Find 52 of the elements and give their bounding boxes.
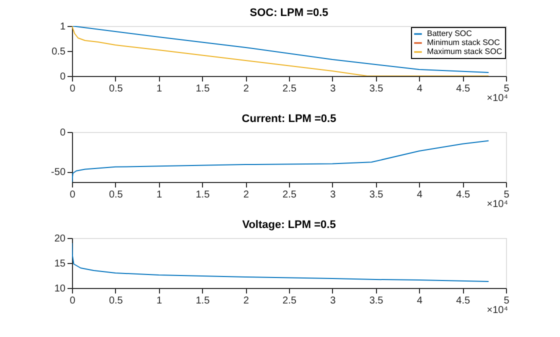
line-series — [72, 242, 490, 282]
chart-title: Current: LPM =0.5 — [242, 113, 336, 125]
x-tick-label: 2 — [243, 296, 250, 306]
chart-title: Voltage: LPM =0.5 — [242, 219, 336, 231]
legend-label: Battery SOC — [427, 29, 472, 38]
y-tick-label: 0 — [60, 128, 66, 138]
x-tick-label: 4.5 — [456, 84, 470, 94]
x-tick-label: 0.5 — [108, 84, 124, 94]
x-tick-label: 2.5 — [282, 190, 297, 200]
y-tick-label: -50 — [51, 167, 66, 178]
x-tick-label: 1.5 — [196, 296, 210, 306]
x-tick-label: 3.5 — [369, 84, 384, 94]
x-tick-label: 0 — [70, 296, 76, 306]
text: ×10⁴ — [486, 93, 508, 104]
x-tick-label: 2.5 — [282, 84, 297, 94]
chart-title: SOC: LPM =0.5 — [250, 7, 328, 19]
x-tick-label: 4 — [416, 84, 423, 94]
x-tick-label: 5 — [504, 84, 510, 94]
x-tick-label: 0.5 — [108, 296, 124, 306]
legend-label: Maximum stack SOC — [427, 47, 502, 56]
text: ×10⁴ — [486, 305, 508, 316]
x-tick-label: 1.5 — [196, 84, 210, 94]
x-tick-label: 3.5 — [369, 296, 384, 306]
y-tick-label: 10 — [54, 284, 66, 294]
x-tick-label: 1.5 — [196, 190, 210, 200]
x-tick-label: 3 — [330, 296, 336, 306]
y-tick-label: 0.5 — [52, 46, 66, 58]
x-tick-label: 4.5 — [456, 296, 470, 306]
text: ×10⁴ — [486, 199, 508, 210]
x-tick-label: 5 — [504, 190, 510, 200]
x-tick-label: 0 — [70, 190, 76, 200]
x-tick-label: 2 — [243, 84, 250, 94]
legend-label: Minimum stack SOC — [427, 38, 500, 47]
x-tick-label: 2.5 — [282, 296, 297, 306]
x-tick-label: 4.5 — [456, 190, 470, 200]
x-tick-label: 3 — [330, 84, 336, 94]
y-tick-label: 15 — [54, 258, 66, 270]
x-tick-label: 0.5 — [108, 190, 124, 200]
x-tick-label: 0 — [70, 84, 76, 94]
x-tick-label: 5 — [504, 296, 510, 306]
x-tick-label: 3 — [330, 190, 336, 200]
y-tick-label: 1 — [60, 22, 66, 32]
y-tick-label: 20 — [54, 234, 66, 244]
x-tick-label: 1 — [156, 84, 163, 94]
x-tick-label: 4 — [416, 190, 423, 200]
x-tick-label: 2 — [243, 190, 250, 200]
line-series — [72, 140, 490, 182]
x-tick-label: 1 — [156, 296, 163, 306]
x-tick-label: 4 — [416, 296, 423, 306]
x-tick-label: 1 — [156, 190, 163, 200]
x-tick-label: 3.5 — [369, 190, 384, 200]
y-tick-label: 0 — [60, 72, 66, 82]
